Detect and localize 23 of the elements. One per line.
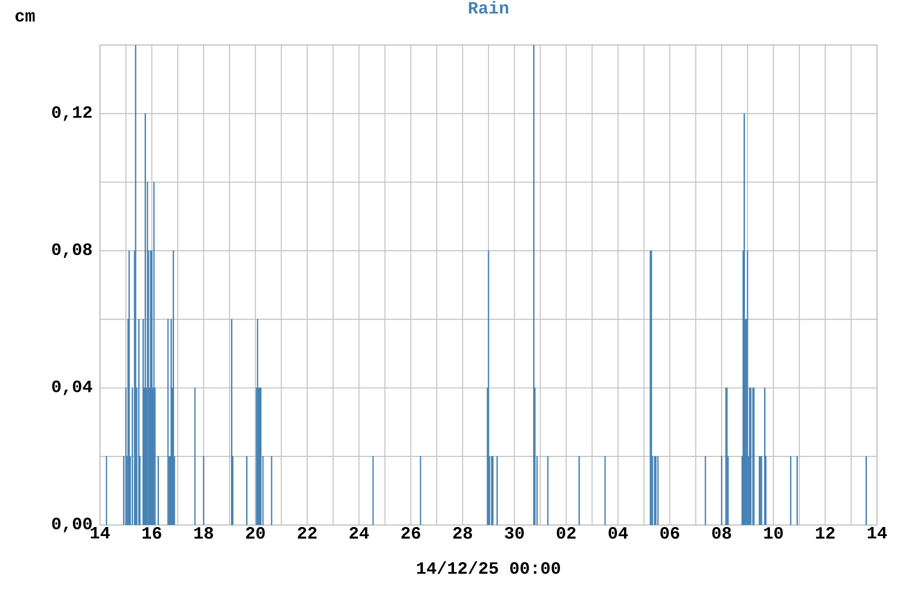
x-tick-label: 16: [142, 527, 162, 539]
x-tick-label: 26: [401, 527, 420, 539]
x-tick-label: 06: [660, 527, 680, 539]
x-tick-label: 22: [298, 527, 317, 539]
y-tick-label: 0,08: [52, 243, 92, 258]
y-axis-title: cm: [16, 12, 35, 22]
x-tick-label: 20: [246, 527, 265, 539]
x-axis-title: 14/12/25 00:00: [417, 561, 560, 574]
x-tick-label: 12: [816, 527, 835, 539]
x-tick-label: 04: [608, 527, 628, 539]
x-tick-label: 14: [868, 527, 887, 538]
x-tick-label: 02: [556, 527, 576, 539]
x-tick-label: 18: [194, 527, 214, 539]
x-tick-label: 10: [764, 527, 783, 539]
x-tick-label: 30: [504, 527, 524, 539]
x-tick-label: 08: [712, 527, 732, 539]
y-tick-label: 0,04: [52, 380, 92, 396]
x-tick-label: 28: [453, 527, 472, 539]
x-tick-label: 24: [350, 527, 369, 539]
y-tick-label: 0,12: [52, 106, 92, 121]
x-tick-label: 14: [90, 527, 110, 538]
chart-title: Rain: [468, 0, 508, 14]
y-tick-label: 0,00: [52, 518, 92, 532]
